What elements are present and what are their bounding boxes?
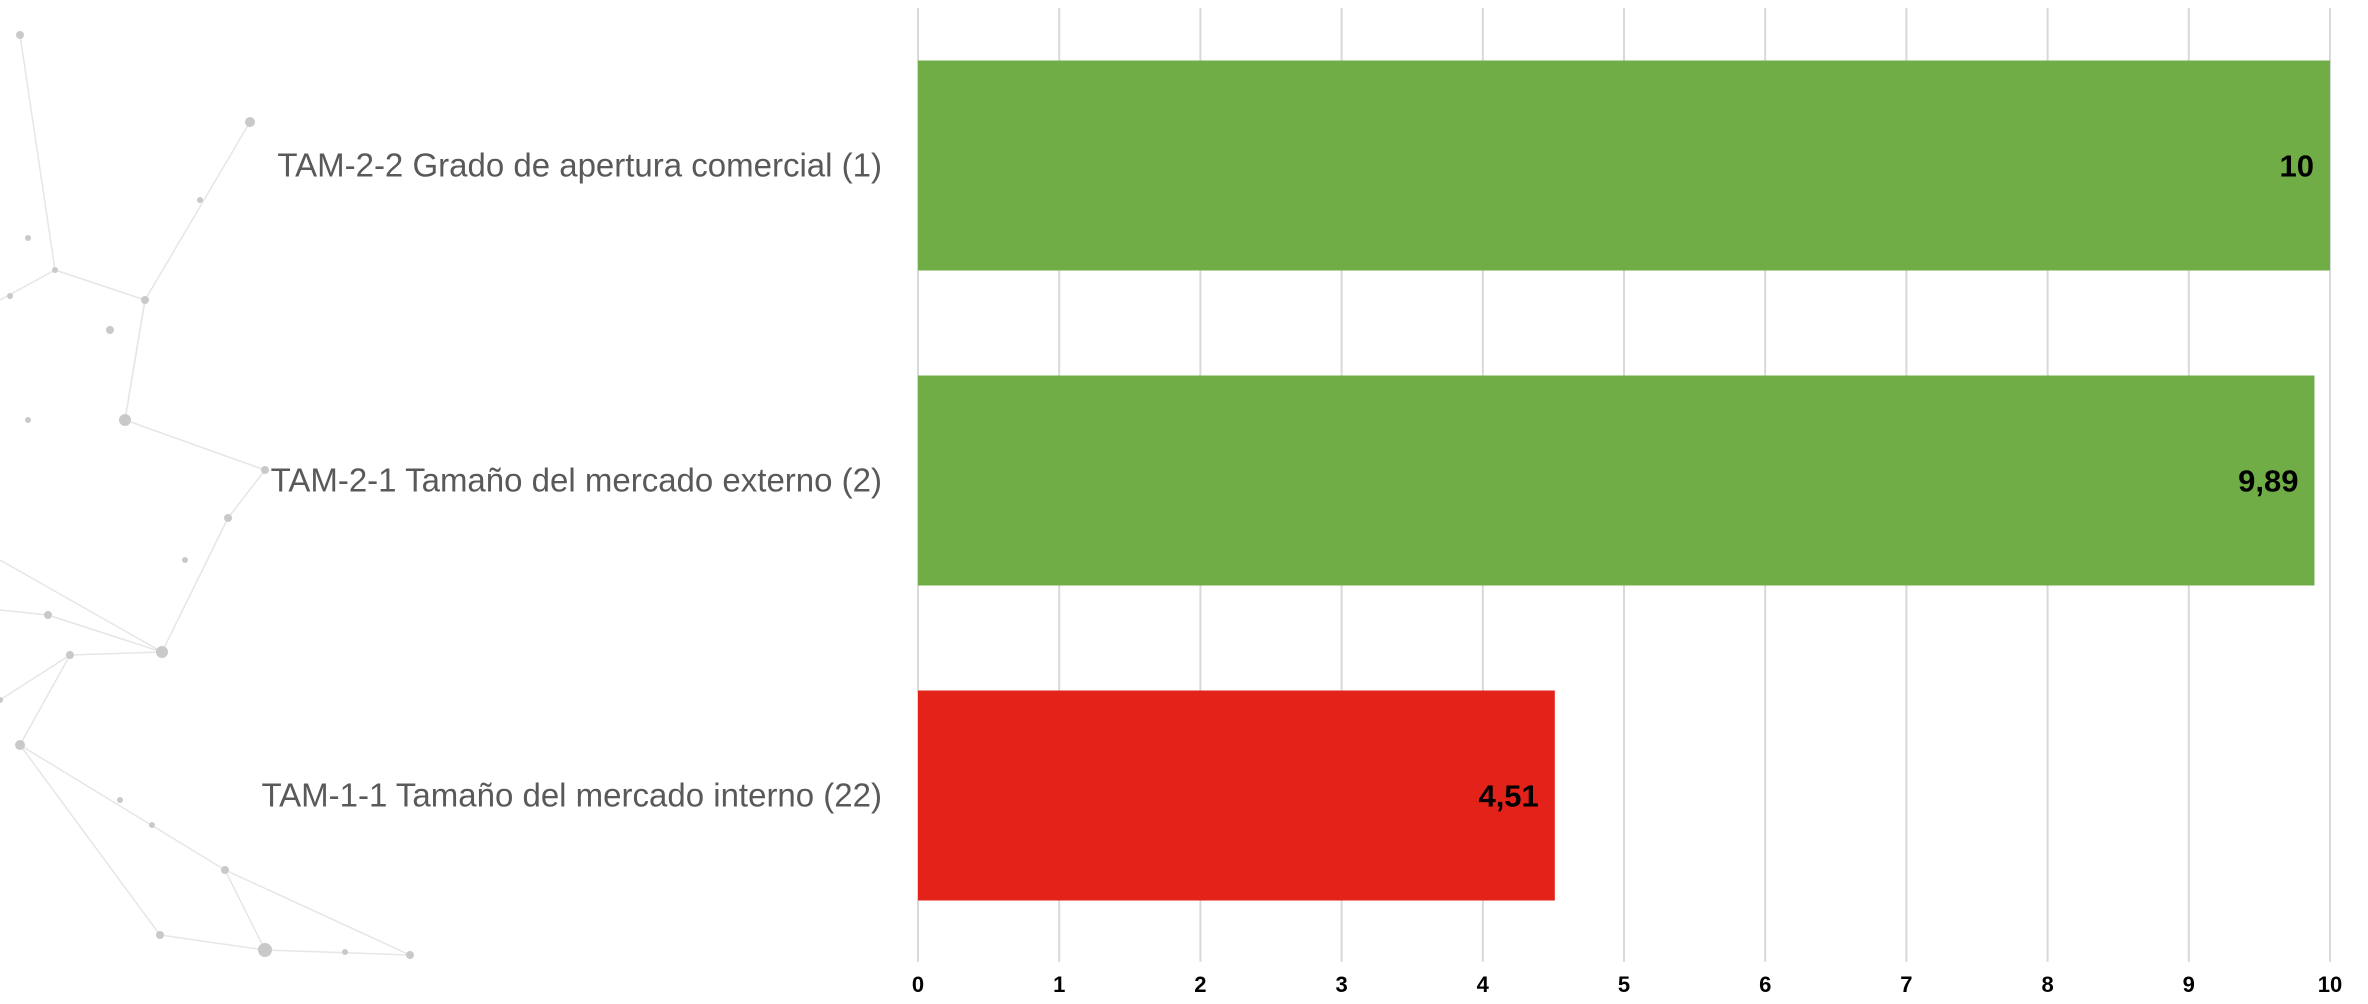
- bar: [918, 375, 2315, 586]
- x-tick-label: 3: [1335, 972, 1347, 997]
- data-label: 4,51: [1478, 779, 1538, 814]
- category-label: TAM-2-2 Grado de apertura comercial (1): [277, 147, 882, 184]
- x-tick-label: 5: [1618, 972, 1630, 997]
- network-decoration: [0, 31, 414, 959]
- category-label: TAM-2-1 Tamaño del mercado externo (2): [271, 462, 882, 499]
- category-labels: TAM-2-2 Grado de apertura comercial (1) T…: [261, 147, 882, 814]
- x-tick-label: 8: [2041, 972, 2053, 997]
- x-tick-label: 6: [1759, 972, 1771, 997]
- category-label: TAM-1-1 Tamaño del mercado interno (22): [261, 777, 882, 814]
- x-tick-label: 1: [1053, 972, 1065, 997]
- x-tick-label: 2: [1194, 972, 1206, 997]
- data-label: 9,89: [2238, 464, 2298, 499]
- x-tick-label: 0: [912, 972, 924, 997]
- x-tick-label: 7: [1900, 972, 1912, 997]
- bars: [918, 60, 2330, 901]
- data-label: 10: [2280, 149, 2314, 184]
- data-labels: 10 9,89 4,51: [1478, 149, 2314, 814]
- x-tick-label: 10: [2318, 972, 2342, 997]
- x-tick-label: 4: [1477, 972, 1490, 997]
- x-axis-tick-labels: 0 1 2 3 4 5 6 7 8 9 10: [912, 972, 2342, 997]
- x-tick-label: 9: [2183, 972, 2195, 997]
- bar: [918, 690, 1555, 901]
- bar: [918, 60, 2330, 271]
